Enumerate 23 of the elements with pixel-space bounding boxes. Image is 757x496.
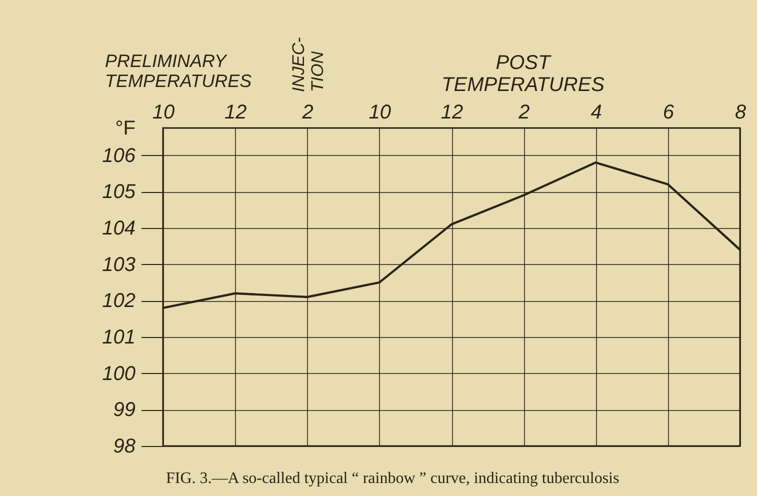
text: PRELIMINARY TEMPERATURES (105, 51, 252, 91)
x-tick-label: 12 (440, 102, 464, 124)
x-tick-label: 2 (301, 102, 314, 124)
y-axis-title: °F (115, 118, 136, 140)
y-tick-label: 105 (102, 181, 136, 204)
x-tick-label: 8 (734, 102, 746, 124)
caption: FIG. 3.—A so-called typical “ rainbow ” curve, indicating tuberculosis (166, 470, 620, 487)
y-tick-label: 101 (102, 326, 136, 348)
x-tick-label: 10 (368, 102, 391, 124)
x-tick-label: 6 (662, 102, 675, 124)
x-tick-label: 12 (224, 102, 247, 124)
y-tick-label: 102 (102, 290, 136, 312)
y-tick-label: 100 (102, 362, 136, 385)
y-tick-label: 99 (113, 399, 136, 422)
text: INJEC-TION (289, 36, 327, 92)
y-tick-label: 104 (102, 217, 136, 240)
y-tick-label: 106 (102, 144, 136, 167)
x-tick-label: 4 (590, 102, 602, 124)
x-tick-label: 10 (152, 102, 175, 124)
x-tick-label: 2 (518, 102, 530, 124)
y-tick-label: 103 (102, 254, 136, 276)
y-tick-label: 98 (113, 436, 136, 458)
text: POST TEMPERATURES (442, 52, 606, 96)
